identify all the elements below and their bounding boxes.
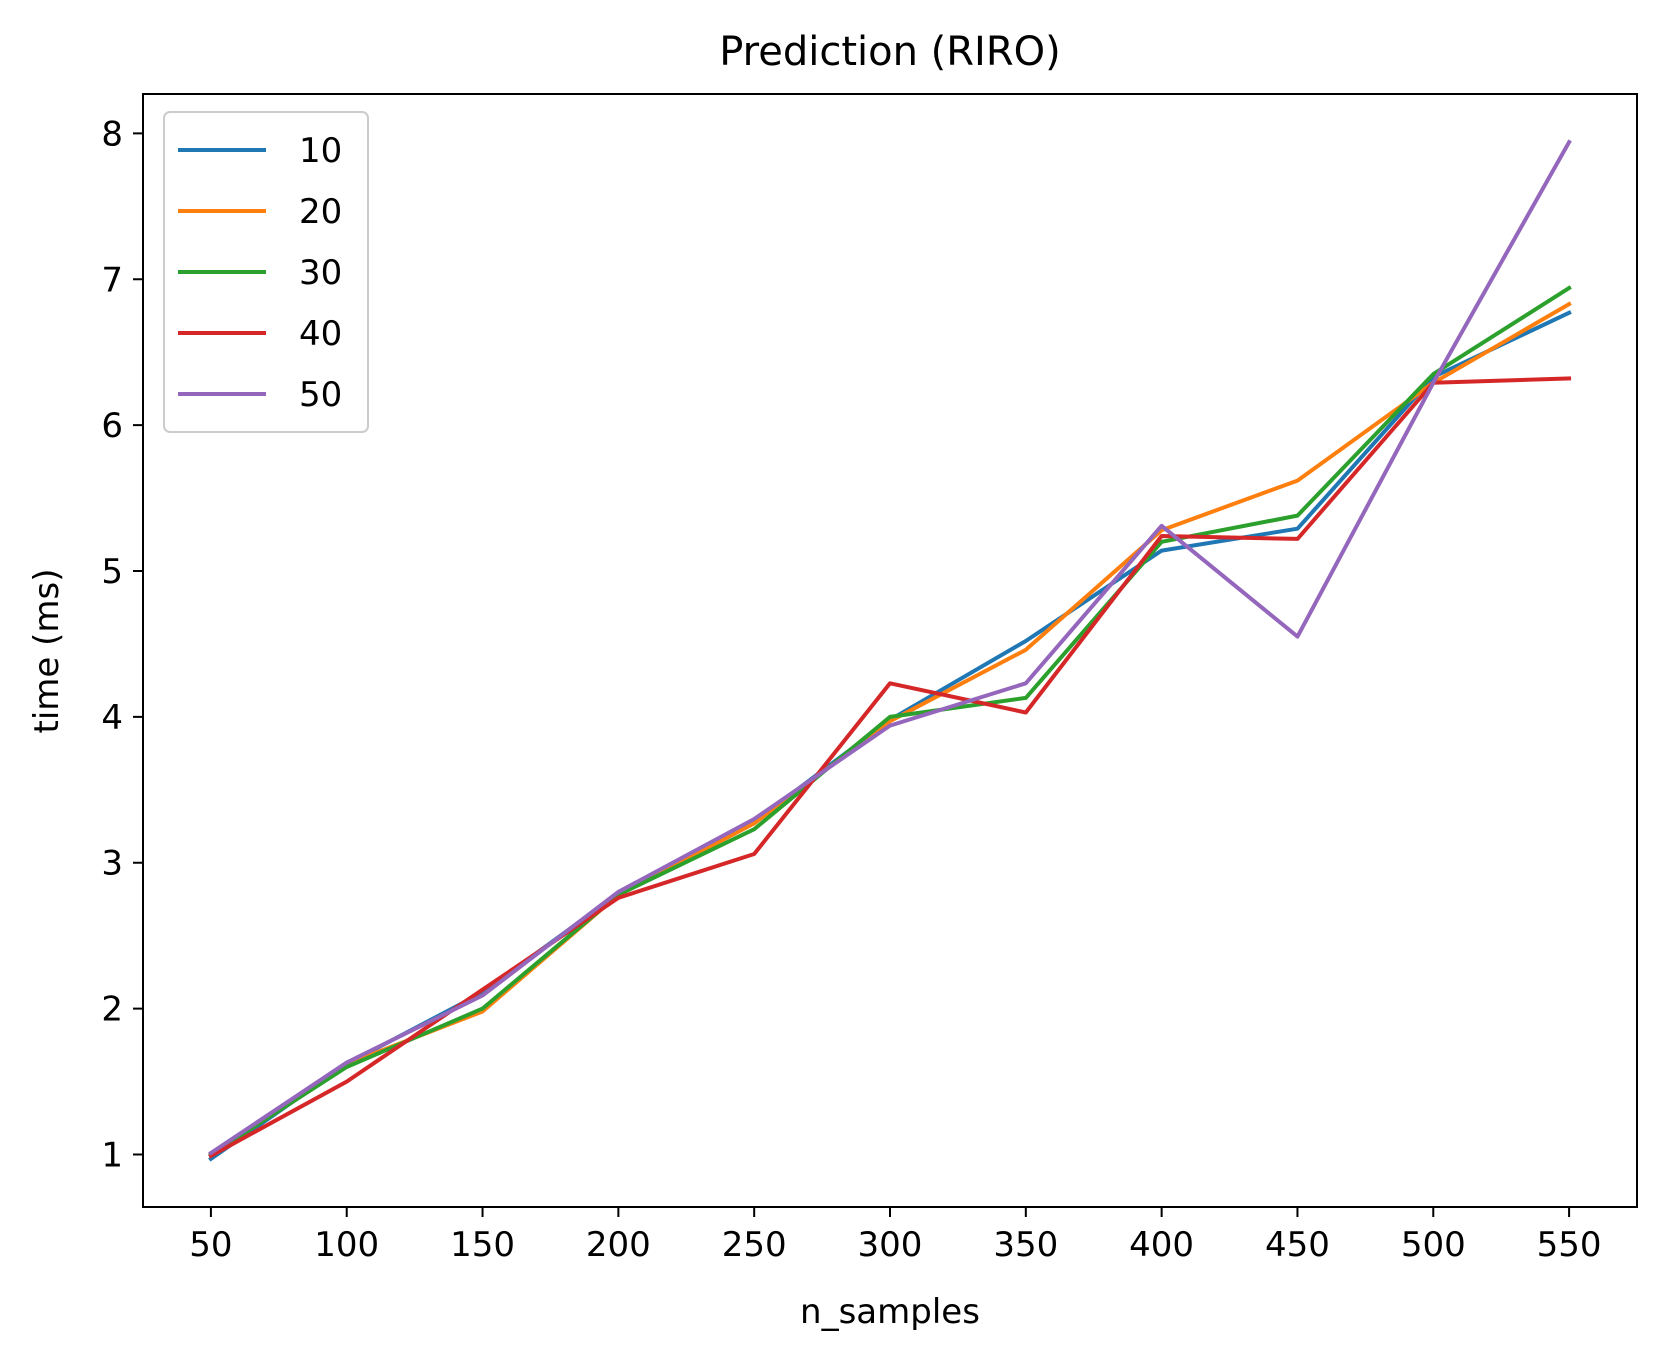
y-axis-label: time (ms): [27, 569, 67, 734]
legend-label-10: 10: [299, 131, 342, 171]
x-tick-label: 100: [314, 1225, 379, 1265]
legend-label-40: 40: [299, 314, 342, 354]
series-group: [208, 139, 1572, 1162]
chart-title: Prediction (RIRO): [719, 29, 1061, 75]
x-axis-label: n_samples: [800, 1292, 980, 1332]
y-tick-label: 2: [101, 990, 123, 1030]
x-tick-label: 400: [1129, 1225, 1194, 1265]
x-tick-label: 550: [1537, 1225, 1602, 1265]
y-tick-label: 5: [101, 552, 123, 592]
x-tick-label: 450: [1265, 1225, 1330, 1265]
legend: 10 20 30 40 50: [163, 111, 369, 433]
y-tick-label: 3: [101, 844, 123, 884]
y-tick-label: 8: [101, 114, 123, 154]
legend-label-20: 20: [299, 192, 342, 232]
legend-label-30: 30: [299, 253, 342, 293]
series-line-40: [208, 376, 1572, 1159]
x-tick-label: 250: [722, 1225, 787, 1265]
y-tick-label: 1: [101, 1135, 123, 1175]
series-line-50: [208, 139, 1572, 1156]
y-tick-label: 7: [101, 260, 123, 300]
x-tick-label: 500: [1401, 1225, 1466, 1265]
y-axis: 1 2 3 4 5 6 7 8: [101, 114, 143, 1175]
x-tick-label: 350: [993, 1225, 1058, 1265]
legend-label-50: 50: [299, 375, 342, 415]
y-tick-label: 6: [101, 406, 123, 446]
series-line-30: [208, 285, 1572, 1158]
x-tick-label: 150: [450, 1225, 515, 1265]
x-axis: 50 100 150 200 250 300 350 400 450 500 550: [189, 1207, 1602, 1265]
series-line-10: [208, 310, 1572, 1162]
x-tick-label: 300: [858, 1225, 923, 1265]
x-tick-label: 200: [586, 1225, 651, 1265]
y-tick-label: 4: [101, 698, 123, 738]
x-tick-label: 50: [189, 1225, 232, 1265]
